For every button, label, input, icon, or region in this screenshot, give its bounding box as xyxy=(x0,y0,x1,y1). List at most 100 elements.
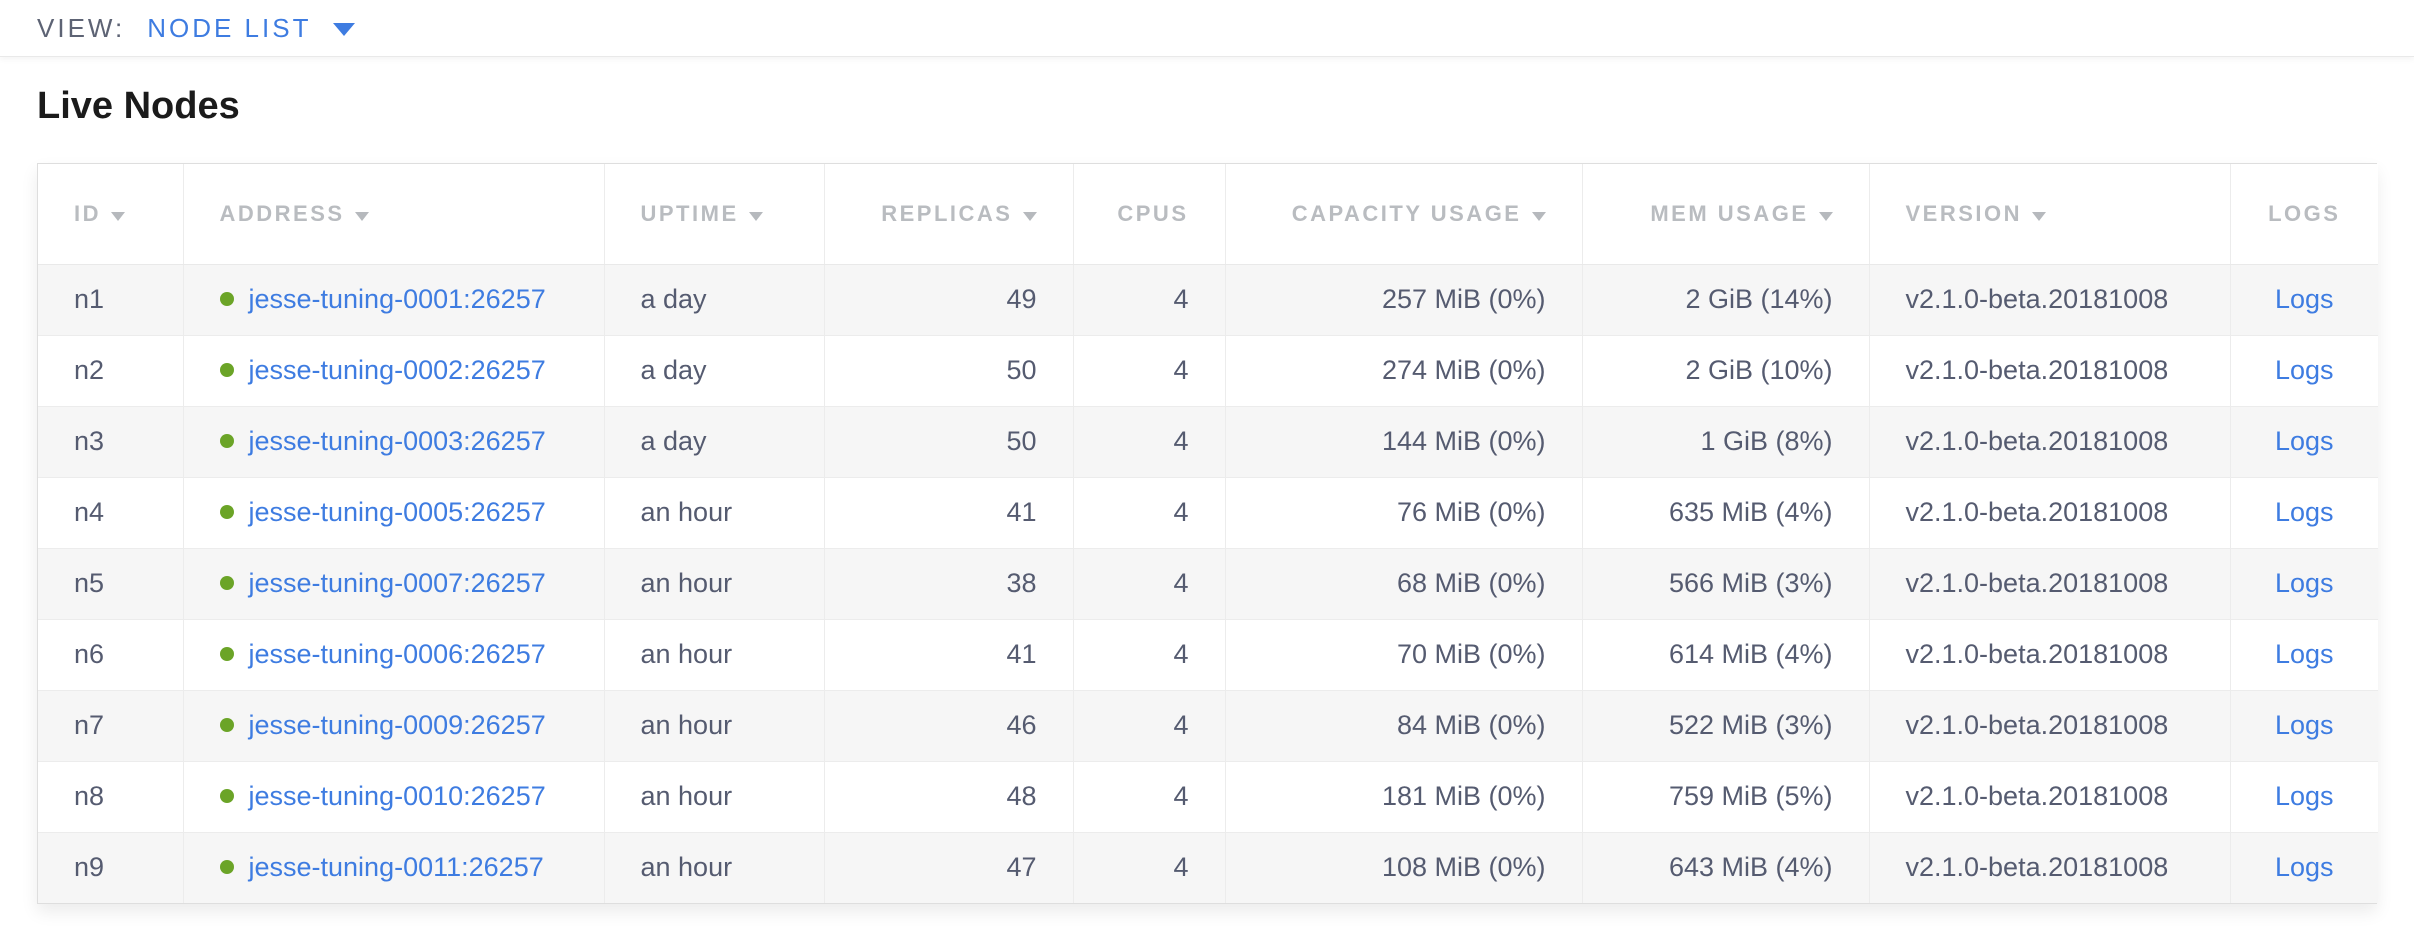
node-live-status-icon xyxy=(219,717,234,732)
node-address-link[interactable]: jesse-tuning-0010:26257 xyxy=(248,781,546,811)
cell-address: jesse-tuning-0001:26257 xyxy=(183,264,605,335)
cell-mem: 759 MiB (5%) xyxy=(1582,761,1870,832)
node-address-link[interactable]: jesse-tuning-0001:26257 xyxy=(248,284,546,314)
column-header-label: ADDRESS xyxy=(219,200,345,226)
cell-capacity: 70 MiB (0%) xyxy=(1225,619,1583,690)
sort-desc-icon xyxy=(1531,211,1546,221)
node-live-status-icon xyxy=(219,788,234,803)
node-address-link[interactable]: jesse-tuning-0011:26257 xyxy=(248,852,544,883)
cell-version: v2.1.0-beta.20181008 xyxy=(1869,264,2231,335)
live-nodes-table-container: ID ADDRESS UPTIME REPLICAS CPUS CAPACITY USAG… xyxy=(37,163,2378,904)
logs-link[interactable]: Logs xyxy=(2274,639,2334,669)
logs-link[interactable]: Logs xyxy=(2274,284,2334,314)
logs-link[interactable]: Logs xyxy=(2274,355,2334,385)
column-header-mem[interactable]: MEM USAGE xyxy=(1582,164,1870,265)
sort-desc-icon xyxy=(354,211,369,221)
cell-uptime: a day xyxy=(604,335,825,406)
cell-logs: Logs xyxy=(2230,264,2378,335)
cell-cpus: 4 xyxy=(1073,832,1226,903)
cell-mem: 614 MiB (4%) xyxy=(1582,619,1870,690)
cell-address: jesse-tuning-0011:26257 xyxy=(183,832,605,903)
cell-logs: Logs xyxy=(2230,832,2378,903)
node-address-link[interactable]: jesse-tuning-0003:26257 xyxy=(248,426,546,456)
node-live-status-icon xyxy=(219,575,234,590)
column-header-label: VERSION xyxy=(1905,200,2023,226)
logs-link[interactable]: Logs xyxy=(2274,497,2334,527)
cell-id: n5 xyxy=(38,548,184,619)
column-header-uptime[interactable]: UPTIME xyxy=(604,164,825,265)
cell-uptime: an hour xyxy=(604,548,825,619)
table-row: n6 jesse-tuning-0006:26257 an hour 41 4 70 Mi… xyxy=(38,619,2378,690)
table-row: n3 jesse-tuning-0003:26257 a day 50 4 144 MiB… xyxy=(38,406,2378,477)
column-header-capacity[interactable]: CAPACITY USAGE xyxy=(1225,164,1583,265)
logs-link[interactable]: Logs xyxy=(2274,426,2334,456)
cell-cpus: 4 xyxy=(1073,335,1226,406)
cell-uptime: an hour xyxy=(604,619,825,690)
cell-capacity: 257 MiB (0%) xyxy=(1225,264,1583,335)
node-live-status-icon xyxy=(219,504,234,519)
cell-logs: Logs xyxy=(2230,619,2378,690)
node-address-link[interactable]: jesse-tuning-0002:26257 xyxy=(248,355,546,385)
node-address-link[interactable]: jesse-tuning-0009:26257 xyxy=(248,710,546,740)
cell-logs: Logs xyxy=(2230,335,2378,406)
logs-link[interactable]: Logs xyxy=(2274,852,2334,883)
cell-replicas: 49 xyxy=(824,264,1074,335)
column-header-label: REPLICAS xyxy=(881,200,1013,226)
column-header-replicas[interactable]: REPLICAS xyxy=(824,164,1074,265)
node-live-status-icon xyxy=(219,860,234,875)
cell-id: n6 xyxy=(38,619,184,690)
cell-version: v2.1.0-beta.20181008 xyxy=(1869,690,2231,761)
cell-capacity: 144 MiB (0%) xyxy=(1225,406,1583,477)
logs-link[interactable]: Logs xyxy=(2274,710,2334,740)
cell-replicas: 48 xyxy=(824,761,1074,832)
column-header-label: ID xyxy=(74,200,101,226)
cell-version: v2.1.0-beta.20181008 xyxy=(1869,832,2231,903)
view-selector-dropdown[interactable]: NODE LIST xyxy=(147,13,356,44)
node-address-link[interactable]: jesse-tuning-0005:26257 xyxy=(248,497,546,527)
table-body: n1 jesse-tuning-0001:26257 a day 49 4 257 MiB… xyxy=(38,264,2378,903)
cell-version: v2.1.0-beta.20181008 xyxy=(1869,619,2231,690)
sort-desc-icon xyxy=(1022,211,1037,221)
cell-uptime: a day xyxy=(604,264,825,335)
sort-desc-icon xyxy=(748,211,763,221)
table-row: n2 jesse-tuning-0002:26257 a day 50 4 274 MiB… xyxy=(38,335,2378,406)
cell-cpus: 4 xyxy=(1073,406,1226,477)
node-live-status-icon xyxy=(219,291,234,306)
cell-address: jesse-tuning-0006:26257 xyxy=(183,619,605,690)
chevron-down-icon xyxy=(333,23,356,36)
column-header-label: UPTIME xyxy=(640,200,739,226)
cell-uptime: an hour xyxy=(604,690,825,761)
node-live-status-icon xyxy=(219,433,234,448)
cell-uptime: an hour xyxy=(604,832,825,903)
column-header-label: MEM USAGE xyxy=(1650,200,1809,226)
logs-link[interactable]: Logs xyxy=(2274,781,2334,811)
cell-capacity: 274 MiB (0%) xyxy=(1225,335,1583,406)
cell-capacity: 76 MiB (0%) xyxy=(1225,477,1583,548)
cell-replicas: 41 xyxy=(824,477,1074,548)
column-header-cpus: CPUS xyxy=(1073,164,1226,265)
cell-address: jesse-tuning-0010:26257 xyxy=(183,761,605,832)
cell-cpus: 4 xyxy=(1073,690,1226,761)
node-live-status-icon xyxy=(219,646,234,661)
cell-address: jesse-tuning-0007:26257 xyxy=(183,548,605,619)
cell-id: n1 xyxy=(38,264,184,335)
main-content: Live Nodes ID ADDRESS UPTIME REPLICAS CPUS CA… xyxy=(0,83,2414,904)
cell-uptime: a day xyxy=(604,406,825,477)
cell-id: n4 xyxy=(38,477,184,548)
cell-version: v2.1.0-beta.20181008 xyxy=(1869,335,2231,406)
column-header-address[interactable]: ADDRESS xyxy=(183,164,605,265)
cell-id: n8 xyxy=(38,761,184,832)
cell-id: n2 xyxy=(38,335,184,406)
cell-address: jesse-tuning-0002:26257 xyxy=(183,335,605,406)
column-header-id[interactable]: ID xyxy=(38,164,184,265)
cell-capacity: 84 MiB (0%) xyxy=(1225,690,1583,761)
table-row: n4 jesse-tuning-0005:26257 an hour 41 4 76 Mi… xyxy=(38,477,2378,548)
column-header-version[interactable]: VERSION xyxy=(1869,164,2231,265)
cell-logs: Logs xyxy=(2230,690,2378,761)
page-title: Live Nodes xyxy=(37,85,240,127)
node-address-link[interactable]: jesse-tuning-0007:26257 xyxy=(248,568,546,598)
cell-mem: 2 GiB (10%) xyxy=(1582,335,1870,406)
node-address-link[interactable]: jesse-tuning-0006:26257 xyxy=(248,639,546,669)
table-row: n7 jesse-tuning-0009:26257 an hour 46 4 84 Mi… xyxy=(38,690,2378,761)
logs-link[interactable]: Logs xyxy=(2274,568,2334,598)
